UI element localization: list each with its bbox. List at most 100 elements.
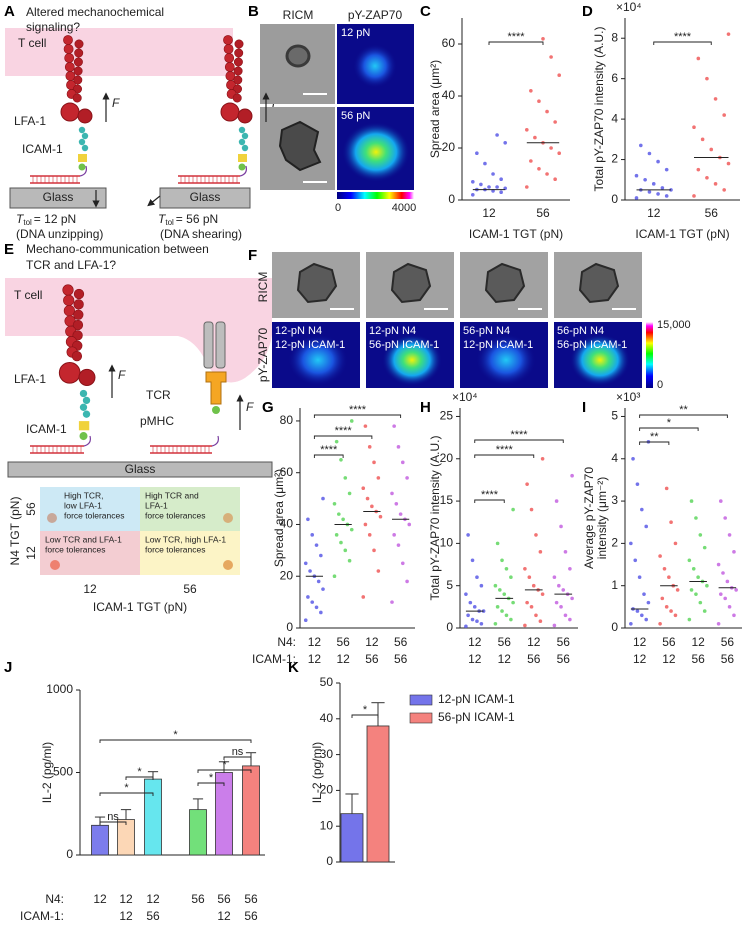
data-point xyxy=(662,566,667,571)
legend-label: 56-pN ICAM-1 xyxy=(438,710,515,724)
y-tick-label: 4 xyxy=(611,111,618,125)
row-label: N4: xyxy=(45,892,64,906)
icam1-domain xyxy=(79,403,88,411)
legend-swatch xyxy=(409,694,433,706)
data-point xyxy=(479,182,483,187)
mode: (DNA unzipping) xyxy=(16,227,103,241)
data-point xyxy=(538,550,543,554)
significance-label: **** xyxy=(335,425,353,437)
lfa1-domain xyxy=(71,350,83,362)
data-point xyxy=(637,575,642,580)
panel-f: RICM pY-ZAP70 15,000 0 xyxy=(256,272,690,391)
data-point xyxy=(525,185,529,189)
data-point xyxy=(713,97,718,101)
data-point xyxy=(339,540,343,545)
data-point xyxy=(504,613,509,618)
data-point xyxy=(529,159,533,163)
data-point xyxy=(367,445,372,449)
data-point xyxy=(541,37,545,41)
data-point xyxy=(656,192,660,196)
significance-label: ** xyxy=(650,431,659,443)
y-axis-label: Spread area (μm²) xyxy=(272,469,286,567)
data-point xyxy=(723,516,727,520)
lfa1-domain xyxy=(223,35,233,45)
row-label: ICAM-1: xyxy=(20,909,64,923)
x-tick-label: 12 xyxy=(482,206,496,220)
significance-bracket xyxy=(653,41,712,45)
data-point xyxy=(721,571,725,575)
data-point xyxy=(306,595,310,599)
condition-label: 56-pN ICAM-1 xyxy=(557,339,627,351)
data-point xyxy=(500,609,504,613)
data-point xyxy=(529,89,533,93)
data-point xyxy=(692,194,696,198)
force-label: F xyxy=(112,96,120,110)
data-point xyxy=(471,180,475,184)
x-tick-label: 56 xyxy=(394,635,408,649)
data-point xyxy=(687,558,692,563)
data-point xyxy=(509,575,513,580)
data-point xyxy=(673,613,678,618)
significance-bracket xyxy=(197,782,225,786)
lfa1-domain xyxy=(232,93,242,103)
x-tick-label: 56 xyxy=(557,652,571,666)
data-point xyxy=(640,507,644,512)
data-point xyxy=(549,55,553,59)
data-point xyxy=(639,143,643,148)
icam1-label: ICAM-1 xyxy=(26,422,67,436)
cell-image xyxy=(285,44,311,68)
lfa1-domain xyxy=(63,294,75,306)
icam1-tag xyxy=(238,154,247,162)
lfa1-domain xyxy=(74,48,84,58)
mode: (DNA shearing) xyxy=(160,227,242,241)
data-point xyxy=(534,533,538,537)
lfa1-domain xyxy=(64,62,75,72)
significance-bracket xyxy=(474,499,505,503)
significance-bracket xyxy=(474,454,535,458)
data-point xyxy=(378,514,383,519)
lfa1-head xyxy=(237,108,253,124)
x-tick-label: 12 xyxy=(633,652,647,666)
data-point xyxy=(407,522,412,527)
legend-swatch xyxy=(409,712,433,724)
data-point xyxy=(696,167,701,172)
y-tick-label: 60 xyxy=(280,465,294,479)
y-tick-label: 2 xyxy=(611,536,618,550)
y-axis-label: IL-2 (pg/ml) xyxy=(310,742,324,803)
data-point xyxy=(363,424,368,428)
y-tick-label: 20 xyxy=(280,568,294,582)
t-sub: tol xyxy=(165,218,174,227)
panel-a: Altered mechanochemical signaling? T cel… xyxy=(5,5,280,241)
panel-b: RICM pY-ZAP70 12 pN 56 pN 0 4000 xyxy=(260,8,416,214)
x-tick-label: 12 xyxy=(217,909,231,923)
quadrant-dot xyxy=(47,513,57,523)
data-point xyxy=(511,600,515,605)
condition-label: 56-pN N4 xyxy=(557,325,604,337)
column-label: pY-ZAP70 xyxy=(348,8,403,22)
data-point xyxy=(372,548,376,553)
data-point xyxy=(664,194,669,198)
quadrant-y-label: N4 TGT (pN) xyxy=(8,497,22,566)
quadrant-dot xyxy=(223,513,233,523)
legend-label: 12-pN ICAM-1 xyxy=(438,692,515,706)
cell-heatmap xyxy=(353,44,397,88)
x-tick-label: 56 xyxy=(191,892,205,906)
icam1-domain xyxy=(241,144,249,152)
x-tick-label: 12 xyxy=(633,635,647,649)
data-point xyxy=(337,512,341,516)
y-tick-label: 0 xyxy=(66,847,73,861)
colorbar xyxy=(337,192,414,199)
data-point xyxy=(479,621,484,626)
data-point xyxy=(332,501,337,506)
bar xyxy=(189,809,207,856)
quadrant-text: High TCR and xyxy=(145,490,199,500)
x-axis-label: ICAM-1 TGT (pN) xyxy=(469,227,563,241)
panel-letter: K xyxy=(288,659,299,676)
data-point xyxy=(554,600,559,605)
quadrant-text: LFA-1 xyxy=(145,500,168,510)
y-tick-label: 5 xyxy=(611,409,618,423)
y-tick-label: 30 xyxy=(320,747,334,761)
quadrant-dot xyxy=(223,560,233,570)
significance-bracket xyxy=(223,756,252,760)
